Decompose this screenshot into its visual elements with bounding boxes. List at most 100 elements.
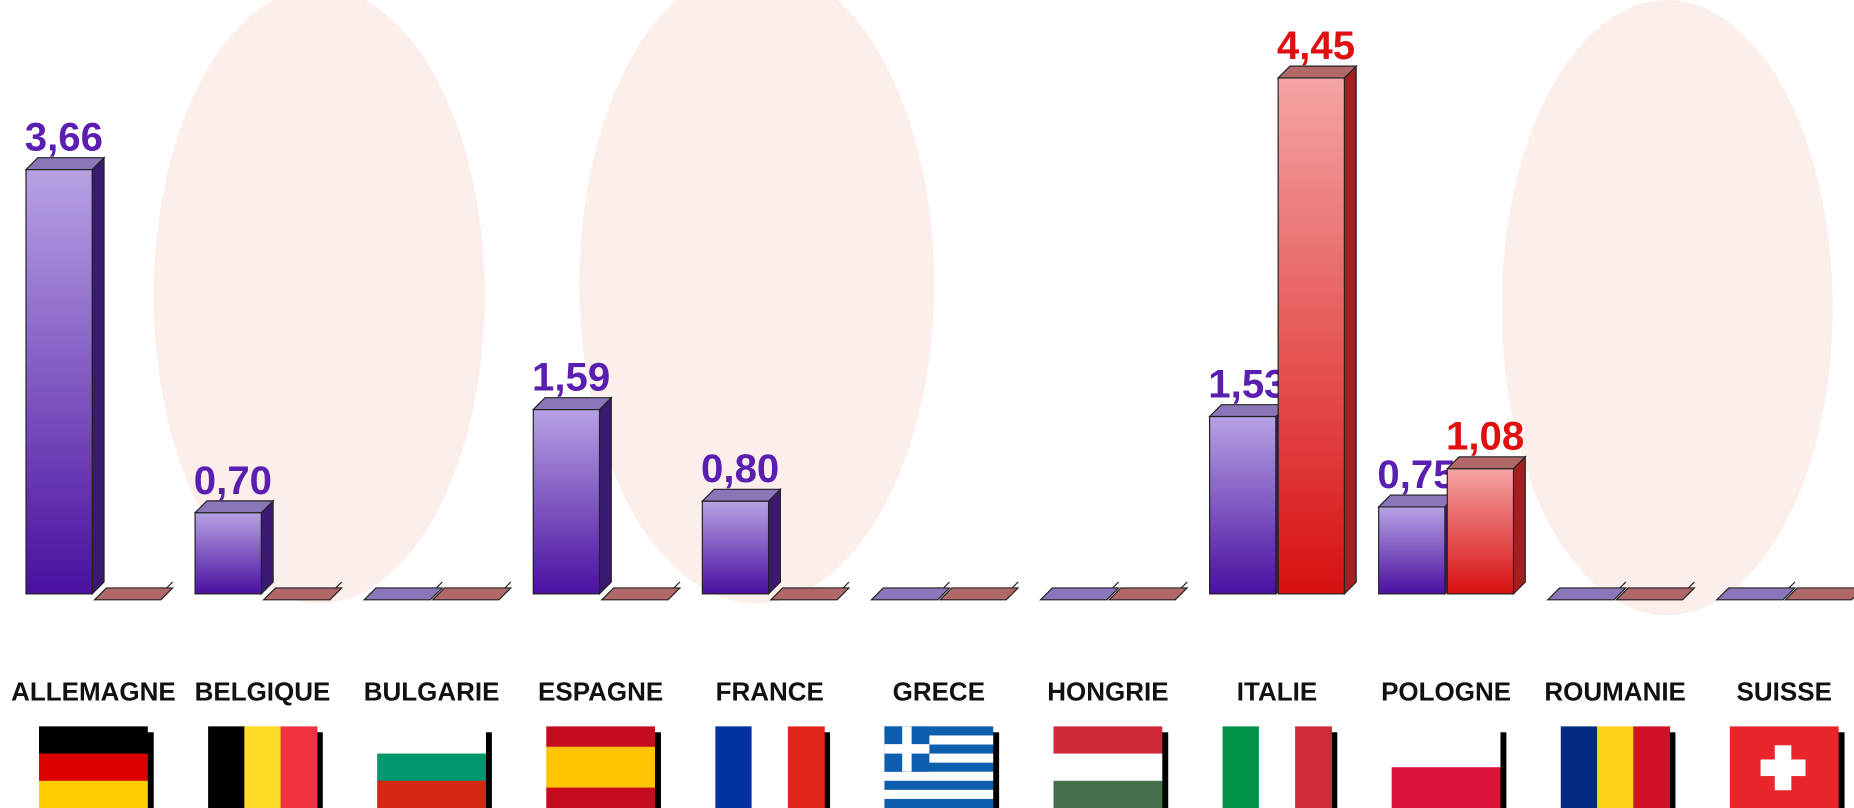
category-label: SUISSE (1737, 676, 1832, 706)
bar-top (600, 587, 682, 601)
flag-stripe (39, 753, 148, 782)
bar-top (1783, 587, 1854, 601)
flag-stripe (546, 746, 656, 768)
category-label: ITALIE (1237, 676, 1317, 706)
flag-stripe (208, 726, 245, 808)
bar-top (1276, 65, 1358, 79)
bar-top (1614, 587, 1696, 601)
flag-stripe (1391, 767, 1501, 808)
bar-top (1715, 587, 1797, 601)
flag-stripe (244, 726, 282, 808)
bar-top (362, 587, 444, 601)
bar-top (24, 157, 106, 171)
flag-stripe (884, 762, 994, 773)
bar-top (431, 587, 513, 601)
flag-stripe (1560, 726, 1598, 808)
bar-side (91, 156, 105, 596)
category-label: ALLEMAGNE (11, 676, 176, 706)
flag-stripe (280, 726, 318, 808)
bar-side (1343, 64, 1357, 596)
flag (1729, 726, 1845, 808)
bar (194, 512, 262, 595)
flag-stripe (1258, 726, 1296, 808)
value-label: 3,66 (25, 115, 103, 160)
flag (1560, 726, 1676, 808)
value-label: 4,45 (1277, 23, 1355, 68)
flag-stripe (1222, 726, 1260, 808)
flag-stripe (39, 726, 148, 755)
bar-side (260, 499, 274, 596)
value-label: 0,80 (701, 446, 779, 491)
flag-stripe (1295, 726, 1332, 808)
flag (1391, 726, 1507, 808)
category-label: GRECE (893, 676, 985, 706)
bar (532, 408, 601, 595)
bar-top (1546, 587, 1628, 601)
flag-stripe (1053, 780, 1163, 808)
flag-stripe (1633, 726, 1671, 808)
bar-side (767, 487, 781, 596)
value-label: 0,75 (1377, 452, 1455, 497)
flag (377, 726, 492, 808)
flag-stripe (546, 726, 656, 748)
category-label: POLOGNE (1381, 676, 1511, 706)
background-leaves (153, 0, 1833, 616)
bar-top (1445, 456, 1527, 470)
flag (1222, 726, 1338, 808)
category-label: BELGIQUE (195, 676, 331, 706)
flag-stripe (884, 735, 994, 746)
flag-stripe (377, 780, 486, 808)
flag (546, 726, 661, 808)
flag (715, 726, 831, 808)
flag-stripe (884, 798, 994, 808)
bar (25, 168, 93, 595)
flag-stripe (884, 789, 994, 800)
category-label: BULGARIE (364, 676, 500, 706)
flag-stripe (377, 753, 486, 782)
bar-top (193, 500, 275, 514)
flag-stripe (377, 726, 486, 755)
value-label: 1,53 (1208, 362, 1286, 407)
flag (208, 726, 323, 808)
bar (1209, 415, 1277, 595)
bar (1277, 77, 1345, 595)
flag-stripe (715, 726, 753, 808)
category-label: ESPAGNE (538, 676, 663, 706)
flag (39, 726, 154, 808)
flag-stripe (546, 787, 656, 808)
bar-top (531, 397, 613, 411)
value-label: 1,08 (1446, 414, 1524, 459)
flag-stripe (1053, 753, 1163, 782)
bar-top (870, 587, 951, 601)
bar-side (1512, 455, 1526, 596)
flag-stripe (751, 726, 789, 808)
flag-stripe (884, 726, 994, 737)
flag-stripe (546, 767, 656, 789)
category-label: HONGRIE (1047, 676, 1168, 706)
category-label: FRANCE (716, 676, 824, 706)
value-label: 1,59 (532, 355, 610, 400)
flag-stripe (39, 780, 148, 808)
bar-side (598, 396, 612, 596)
flag-stripe (787, 726, 825, 808)
flag-stripe (884, 771, 994, 782)
flag-stripe (1053, 726, 1163, 755)
bar-top (93, 587, 175, 601)
bar-top (769, 587, 851, 601)
flag-cross (1760, 759, 1806, 777)
bar-top (938, 587, 1020, 601)
bar (1378, 506, 1446, 595)
flag-stripe (884, 780, 994, 791)
value-label: 0,70 (194, 458, 272, 503)
flag-stripe (1597, 726, 1634, 808)
bar-top (1039, 587, 1120, 601)
bar (701, 500, 770, 595)
category-label: ROUMANIE (1544, 676, 1686, 706)
flag-stripe (1391, 726, 1501, 768)
bar (1446, 468, 1515, 595)
flag-stripe (884, 744, 994, 755)
flag (884, 726, 1000, 808)
bar-top (262, 587, 344, 601)
